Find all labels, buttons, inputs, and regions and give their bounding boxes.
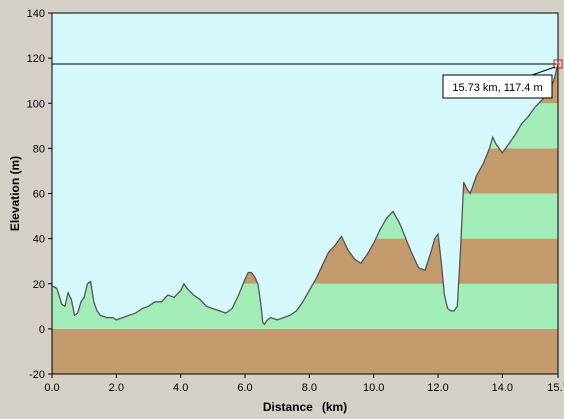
y-tick-label: 80: [33, 143, 45, 155]
x-tick-label: 2.0: [109, 382, 124, 394]
position-tooltip: 15.73 km, 117.4 m: [442, 66, 556, 99]
elevation-profile: [52, 63, 558, 326]
y-tick-label: 120: [27, 53, 45, 65]
x-axis-tick-labels: 0.0 2.0 4.0 6.0 8.0 10.0 12.0 14.0 15.7: [44, 382, 564, 394]
y-tick-label: 60: [33, 189, 45, 201]
x-tick-label: 14.0: [492, 382, 513, 394]
y-axis-title: Elevation (m): [8, 156, 22, 231]
y-tick-label: 40: [33, 234, 45, 246]
axis-ticks: [48, 12, 559, 378]
x-axis-title: Distance (km): [263, 400, 347, 414]
profile-line: [52, 63, 558, 326]
x-tick-label: 8.0: [302, 382, 317, 394]
y-tick-label: 0: [39, 324, 45, 336]
position-marker[interactable]: [553, 59, 563, 69]
x-tick-label: 6.0: [237, 382, 252, 394]
x-axis-label: Distance: [263, 400, 313, 414]
y-axis-tick-labels: -20 0 20 40 60 80 100 120 140: [27, 8, 45, 381]
elevation-band: [52, 328, 558, 374]
tooltip-text: 15.73 km, 117.4 m: [452, 82, 542, 94]
marker-box: [553, 59, 563, 69]
tooltip-box: [442, 74, 553, 99]
x-tick-label: 0.0: [44, 382, 59, 394]
y-tick-label: 140: [27, 8, 45, 20]
x-tick-label: 12.0: [427, 382, 448, 394]
x-tick-label: 4.0: [173, 382, 188, 394]
x-tick-label: 10.0: [363, 382, 384, 394]
x-tick-label: 15.7: [547, 382, 564, 394]
x-axis-unit: (km): [322, 400, 347, 414]
y-tick-label: 100: [27, 98, 45, 110]
y-tick-label: -20: [29, 369, 45, 381]
tooltip-leader-line: [531, 66, 556, 76]
y-tick-label: 20: [33, 279, 45, 291]
